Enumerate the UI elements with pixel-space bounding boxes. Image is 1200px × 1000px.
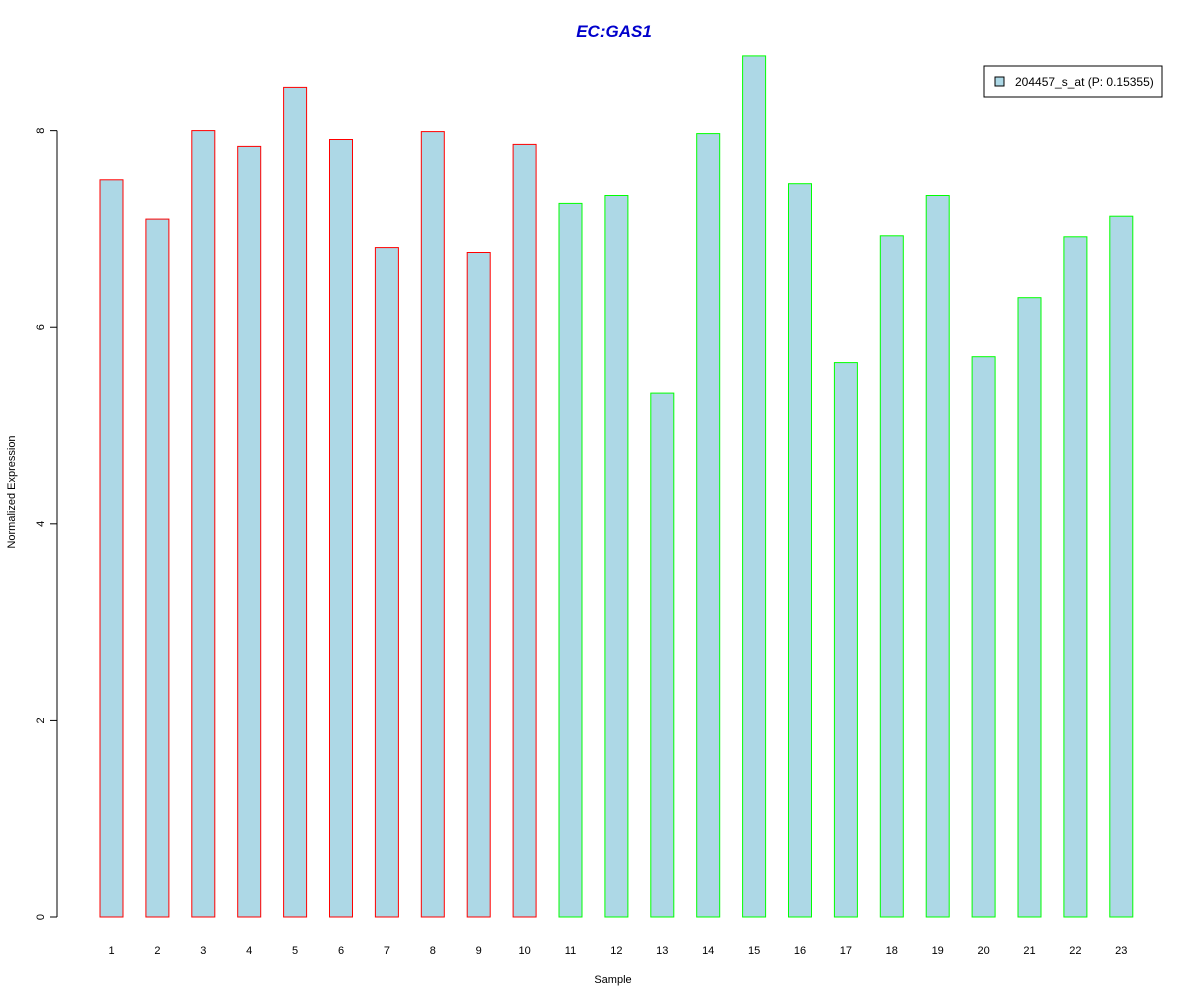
bar-20 bbox=[971, 356, 996, 918]
chart-title: EC:GAS1 bbox=[576, 22, 652, 41]
y-tick-label: 6 bbox=[35, 324, 47, 330]
bars bbox=[99, 55, 1134, 918]
legend-box bbox=[983, 65, 1163, 98]
x-tick-label: 19 bbox=[932, 945, 944, 957]
x-tick-label: 22 bbox=[1069, 945, 1081, 957]
y-tick-label: 8 bbox=[35, 128, 47, 134]
x-tick-label: 1 bbox=[108, 945, 114, 957]
x-tick-label: 16 bbox=[794, 945, 806, 957]
x-tick-label: 11 bbox=[565, 945, 576, 957]
bar-18 bbox=[879, 235, 904, 918]
x-tick-labels: 1 2 3 4 5 6 7 8 9 10 11 12 13 14 15 16 17 18 19 20 21 22 23 bbox=[108, 945, 1127, 957]
bar-4 bbox=[237, 145, 262, 918]
bar-17 bbox=[833, 362, 858, 918]
bar-12 bbox=[604, 195, 629, 918]
legend-swatch bbox=[994, 76, 1005, 87]
x-axis-label: Sample bbox=[594, 974, 631, 986]
legend-label: 204457_s_at (P: 0.15355) bbox=[1015, 75, 1154, 89]
x-tick-label: 8 bbox=[430, 945, 436, 957]
bar-13 bbox=[650, 392, 675, 918]
bar-22 bbox=[1063, 236, 1088, 918]
y-tick-label: 4 bbox=[35, 521, 47, 527]
x-tick-label: 9 bbox=[476, 945, 482, 957]
x-tick-label: 13 bbox=[656, 945, 668, 957]
bar-16 bbox=[788, 183, 812, 918]
x-tick-label: 10 bbox=[518, 945, 530, 957]
y-axis-label: Normalized Expression bbox=[6, 435, 18, 548]
x-tick-label: 21 bbox=[1023, 945, 1035, 957]
bar-19 bbox=[925, 195, 950, 918]
x-tick-label: 17 bbox=[840, 945, 852, 957]
x-tick-label: 7 bbox=[384, 945, 390, 957]
bar-14 bbox=[696, 133, 721, 918]
bar-1 bbox=[99, 179, 124, 918]
x-tick-label: 18 bbox=[886, 945, 898, 957]
bar-8 bbox=[420, 131, 445, 918]
bar-11 bbox=[558, 202, 583, 918]
bar-6 bbox=[329, 139, 353, 918]
x-tick-label: 23 bbox=[1115, 945, 1127, 957]
x-tick-label: 5 bbox=[292, 945, 298, 957]
bar-3 bbox=[191, 130, 216, 918]
x-tick-label: 3 bbox=[200, 945, 206, 957]
x-tick-label: 4 bbox=[246, 945, 252, 957]
bar-23 bbox=[1109, 215, 1134, 918]
bar-21 bbox=[1017, 297, 1042, 918]
bar-5 bbox=[283, 86, 308, 918]
bar-9 bbox=[466, 252, 491, 918]
y-axis: 0 2 4 6 8 bbox=[35, 128, 58, 920]
bar-2 bbox=[145, 218, 170, 918]
x-tick-label: 15 bbox=[748, 945, 760, 957]
bar-10 bbox=[512, 143, 537, 918]
legend: 204457_s_at (P: 0.15355) bbox=[983, 65, 1163, 98]
x-tick-label: 20 bbox=[977, 945, 989, 957]
x-tick-label: 2 bbox=[154, 945, 160, 957]
y-tick-label: 2 bbox=[35, 717, 47, 723]
y-tick-label: 0 bbox=[35, 914, 47, 920]
bar-15 bbox=[742, 55, 767, 918]
x-tick-label: 14 bbox=[702, 945, 714, 957]
x-tick-label: 6 bbox=[338, 945, 344, 957]
bar-7 bbox=[374, 247, 399, 918]
x-tick-label: 12 bbox=[610, 945, 622, 957]
